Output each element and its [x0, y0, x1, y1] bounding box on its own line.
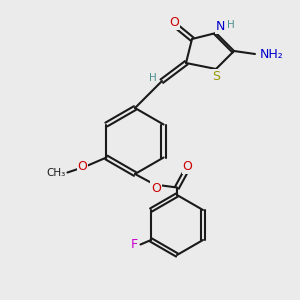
Text: CH₃: CH₃ — [47, 167, 66, 178]
Text: H: H — [149, 73, 157, 83]
Text: H: H — [227, 20, 235, 31]
Text: N: N — [216, 20, 225, 34]
Text: F: F — [130, 238, 137, 251]
Text: O: O — [169, 16, 179, 29]
Text: S: S — [212, 70, 220, 83]
Text: O: O — [183, 160, 192, 173]
Text: O: O — [151, 182, 161, 195]
Text: NH₂: NH₂ — [260, 47, 283, 61]
Text: O: O — [77, 160, 87, 173]
